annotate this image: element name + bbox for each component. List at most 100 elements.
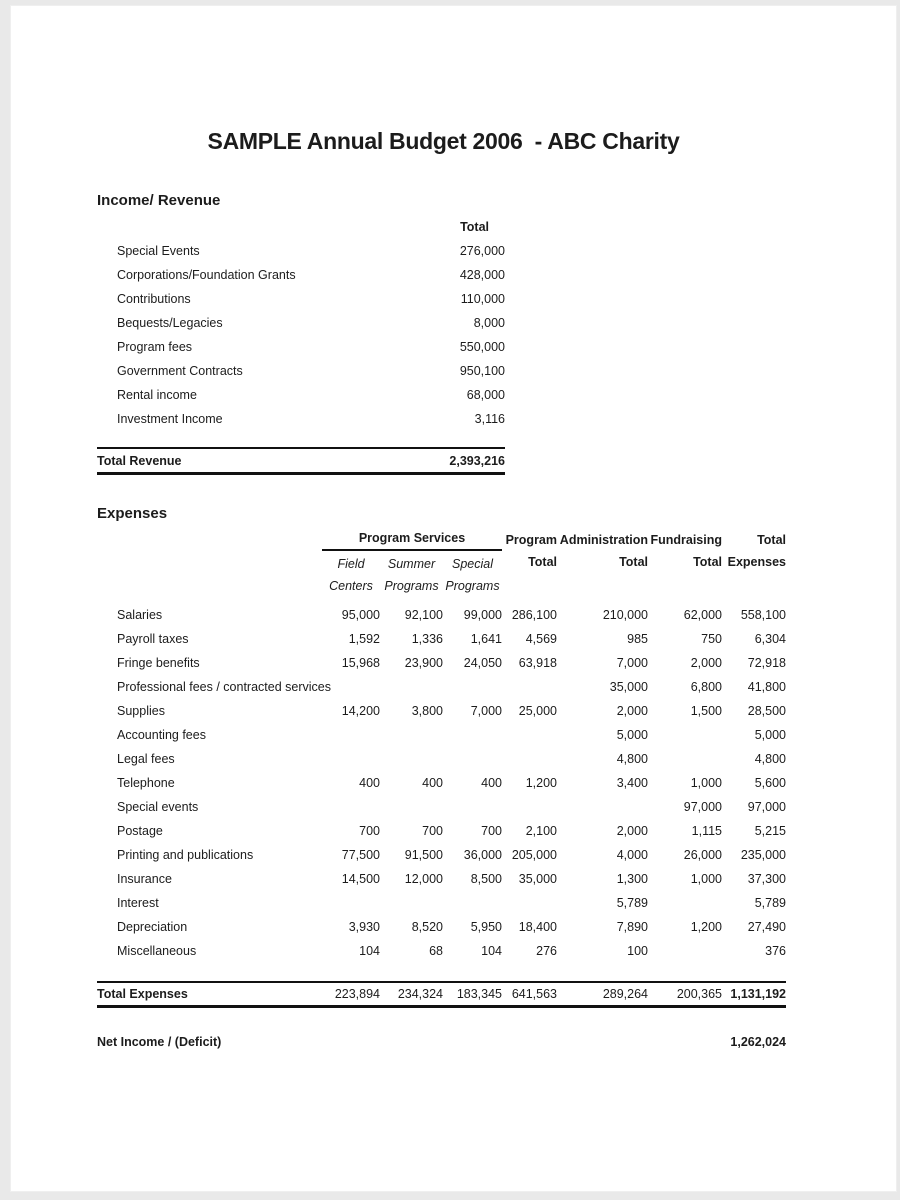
cell-value: 700 <box>422 824 443 838</box>
cell-value: 2,100 <box>525 824 557 838</box>
cell-value: 5,000 <box>616 728 648 742</box>
cell-value: 92,100 <box>404 608 443 622</box>
table-row: Contributions 110,000 <box>97 287 505 311</box>
cell-value: 235,000 <box>740 848 786 862</box>
table-row: Payroll taxes 1,592 1,336 1,641 4,569 98… <box>97 627 786 651</box>
cell-value: 4,800 <box>754 752 786 766</box>
cell-value: 37,300 <box>747 872 786 886</box>
row-label: Special Events <box>117 244 200 258</box>
cell-value: 5,950 <box>470 920 502 934</box>
cell-value: 4,569 <box>525 632 557 646</box>
cell-value: 6,304 <box>754 632 786 646</box>
cell-value: 26,000 <box>683 848 722 862</box>
row-label: Contributions <box>117 292 191 306</box>
cell-value: 100 <box>627 944 648 958</box>
cell-value: 36,000 <box>463 848 502 862</box>
cell-value: 99,000 <box>463 608 502 622</box>
cell-value: 289,264 <box>602 987 648 1001</box>
row-label: Fringe benefits <box>117 656 200 670</box>
total-expenses-row: Total Expenses 223,894 234,324 183,345 6… <box>97 981 786 1008</box>
cell-value: 1,641 <box>470 632 502 646</box>
cell-value: 63,918 <box>518 656 557 670</box>
cell-value: 1,500 <box>690 704 722 718</box>
cell-value: 4,000 <box>616 848 648 862</box>
income-table: Total Special Events 276,000 Corporation… <box>97 215 505 431</box>
cell-value: 25,000 <box>518 704 557 718</box>
net-income-row: Net Income / (Deficit) 1,262,024 <box>97 1030 786 1054</box>
cell-value: 7,000 <box>470 704 502 718</box>
cell-value: 550,000 <box>459 340 505 354</box>
table-row: Fringe benefits 15,968 23,900 24,050 63,… <box>97 651 786 675</box>
table-row: Corporations/Foundation Grants 428,000 <box>97 263 505 287</box>
cell-value <box>380 675 443 699</box>
row-label: Investment Income <box>117 412 223 426</box>
cell-value: 41,800 <box>747 680 786 694</box>
expenses-table: Program Services Program Total Administr… <box>97 529 786 1008</box>
row-label: Supplies <box>117 704 165 718</box>
cell-value <box>443 747 502 771</box>
cell-value <box>380 747 443 771</box>
cell-value: 7,890 <box>616 920 648 934</box>
cell-value: 286,100 <box>511 608 557 622</box>
cell-value: 210,000 <box>602 608 648 622</box>
cell-value: 700 <box>481 824 502 838</box>
cell-value: 23,900 <box>404 656 443 670</box>
cell-value: 223,894 <box>334 987 380 1001</box>
program-services-header: Program Services <box>322 529 502 551</box>
cell-value <box>502 675 557 699</box>
cell-value: 12,000 <box>404 872 443 886</box>
cell-value <box>443 795 502 819</box>
cell-value <box>648 891 722 915</box>
cell-value: 428,000 <box>459 268 505 282</box>
cell-value: 62,000 <box>683 608 722 622</box>
table-row: Program fees 550,000 <box>97 335 505 359</box>
cell-value <box>322 747 380 771</box>
cell-value: 1,000 <box>690 776 722 790</box>
cell-value: 200,365 <box>676 987 722 1001</box>
row-label: Total Expenses <box>97 987 188 1001</box>
table-row: Investment Income 3,116 <box>97 407 505 431</box>
cell-value: 641,563 <box>511 987 557 1001</box>
cell-value: 104 <box>481 944 502 958</box>
cell-value: 5,000 <box>754 728 786 742</box>
table-row: Supplies 14,200 3,800 7,000 25,000 2,000… <box>97 699 786 723</box>
table-row: Bequests/Legacies 8,000 <box>97 311 505 335</box>
cell-value: 95,000 <box>341 608 380 622</box>
cell-value: 3,400 <box>616 776 648 790</box>
page-title: SAMPLE Annual Budget 2006 - ABC Charity <box>207 128 680 154</box>
table-row: Government Contracts 950,100 <box>97 359 505 383</box>
cell-value: 97,000 <box>747 800 786 814</box>
cell-value: 234,324 <box>397 987 443 1001</box>
row-label: Telephone <box>117 776 175 790</box>
row-label: Net Income / (Deficit) <box>97 1035 222 1049</box>
income-section-heading: Income/ Revenue <box>97 192 221 209</box>
cell-value <box>322 675 380 699</box>
cell-value: 6,800 <box>690 680 722 694</box>
cell-value: 14,500 <box>341 872 380 886</box>
row-label: Salaries <box>117 608 163 622</box>
cell-value <box>443 723 502 747</box>
row-label: Total Revenue <box>97 453 182 468</box>
cell-value: 4,800 <box>616 752 648 766</box>
cell-value: 400 <box>359 776 380 790</box>
cell-value: 14,200 <box>341 704 380 718</box>
special-programs-header: Special Programs <box>445 557 500 593</box>
table-row: Printing and publications 77,500 91,500 … <box>97 843 786 867</box>
row-label: Printing and publications <box>117 848 254 862</box>
cell-value: 72,918 <box>747 656 786 670</box>
cell-value: 700 <box>359 824 380 838</box>
table-row: Postage 700 700 700 2,100 2,000 1,115 5,… <box>97 819 786 843</box>
cell-value: 77,500 <box>341 848 380 862</box>
cell-value: 1,000 <box>690 872 722 886</box>
cell-value <box>502 795 557 819</box>
cell-value: 1,592 <box>348 632 380 646</box>
row-label: Corporations/Foundation Grants <box>117 268 296 282</box>
cell-value: 8,500 <box>470 872 502 886</box>
cell-value: 1,200 <box>690 920 722 934</box>
cell-value <box>502 723 557 747</box>
cell-value: 2,000 <box>616 824 648 838</box>
cell-value: 15,968 <box>341 656 380 670</box>
table-row: Accounting fees 5,000 5,000 <box>97 723 786 747</box>
cell-value: 3,800 <box>411 704 443 718</box>
cell-value: 27,490 <box>747 920 786 934</box>
